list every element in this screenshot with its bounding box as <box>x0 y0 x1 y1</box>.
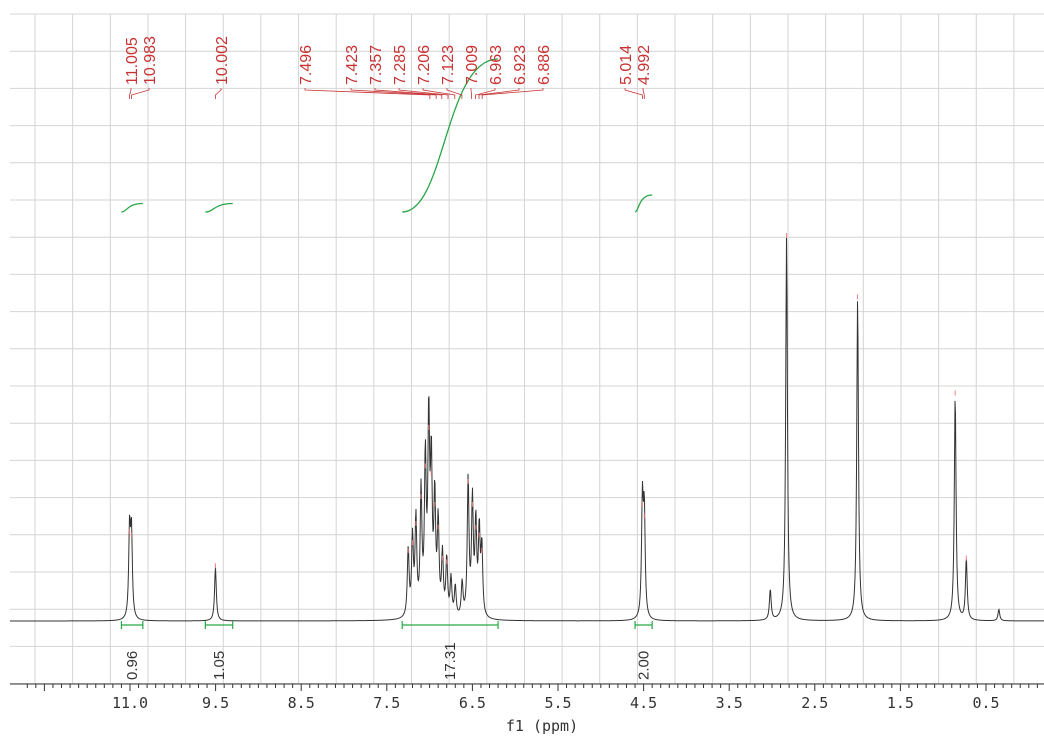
x-tick-label: 11.0 <box>112 694 148 712</box>
peak-label-leader <box>215 88 222 99</box>
x-tick-label: 2.5 <box>801 694 828 712</box>
peak-label-leader <box>446 88 463 99</box>
x-axis: 11.0 9.5 8.5 7.5 6.5 5.5 4.5 3.5 2.5 1.5 0.5 <box>10 683 1044 712</box>
x-tick-label: 8.5 <box>288 694 315 712</box>
x-tick-label: 7.5 <box>373 694 400 712</box>
peak-label: 7.123 <box>440 45 457 85</box>
peak-label-leader <box>304 88 431 99</box>
grid <box>10 13 1044 685</box>
integral-curve <box>121 202 143 213</box>
peak-label: 7.357 <box>368 45 385 85</box>
integral-value: 1.05 <box>211 651 228 680</box>
x-tick-label: 9.5 <box>202 694 229 712</box>
x-tick-label: 6.5 <box>459 694 486 712</box>
integral-curve <box>402 58 499 213</box>
integral-curves <box>121 58 653 213</box>
spectrum-trace <box>10 233 1044 622</box>
peak-labels: 11.005 10.983 10.002 7.496 7.423 7.357 7.285 7.… <box>124 36 653 99</box>
peak-label-leader <box>624 88 643 99</box>
integral-brackets: 0.96 1.05 17.31 2.00 <box>120 621 653 680</box>
peak-label-leader <box>129 88 132 99</box>
peak-label-leader <box>131 88 150 99</box>
peak-label-leader <box>374 88 443 99</box>
peak-label-leader <box>422 88 456 99</box>
integral-value: 17.31 <box>442 642 459 680</box>
integral-curve <box>634 194 653 213</box>
peak-label-leader <box>475 88 496 99</box>
peak-label: 10.002 <box>214 36 231 85</box>
peak-label-leader <box>398 88 449 99</box>
peak-label: 7.009 <box>464 45 481 85</box>
peak-label: 4.992 <box>636 45 653 85</box>
peak-label-leader <box>470 88 472 99</box>
peak-label: 11.005 <box>124 37 141 85</box>
x-tick-label: 5.5 <box>544 694 571 712</box>
peak-label-leader <box>642 88 645 99</box>
x-tick-label: 0.5 <box>972 694 999 712</box>
peak-label: 5.014 <box>618 45 635 85</box>
peak-label: 7.285 <box>392 45 409 85</box>
peak-label: 10.983 <box>142 36 159 85</box>
peak-label: 6.963 <box>488 45 505 85</box>
x-tick-label: 1.5 <box>887 694 914 712</box>
spectrum-line <box>10 237 1044 622</box>
integral-value: 0.96 <box>124 651 141 680</box>
peak-label: 7.206 <box>416 45 433 85</box>
peak-label-leader <box>481 88 544 99</box>
peak-label: 6.886 <box>536 45 553 85</box>
x-tick-label: 3.5 <box>716 694 743 712</box>
integral-value: 2.00 <box>636 651 653 680</box>
x-axis-label: f1 (ppm) <box>506 717 578 735</box>
peak-label: 6.923 <box>512 45 529 85</box>
x-tick-label: 4.5 <box>630 694 657 712</box>
peak-label: 7.423 <box>344 45 361 85</box>
integral-curve <box>205 202 233 213</box>
peak-label-leader <box>350 88 437 99</box>
peak-label-leader <box>478 88 520 99</box>
peak-label: 7.496 <box>298 45 315 85</box>
